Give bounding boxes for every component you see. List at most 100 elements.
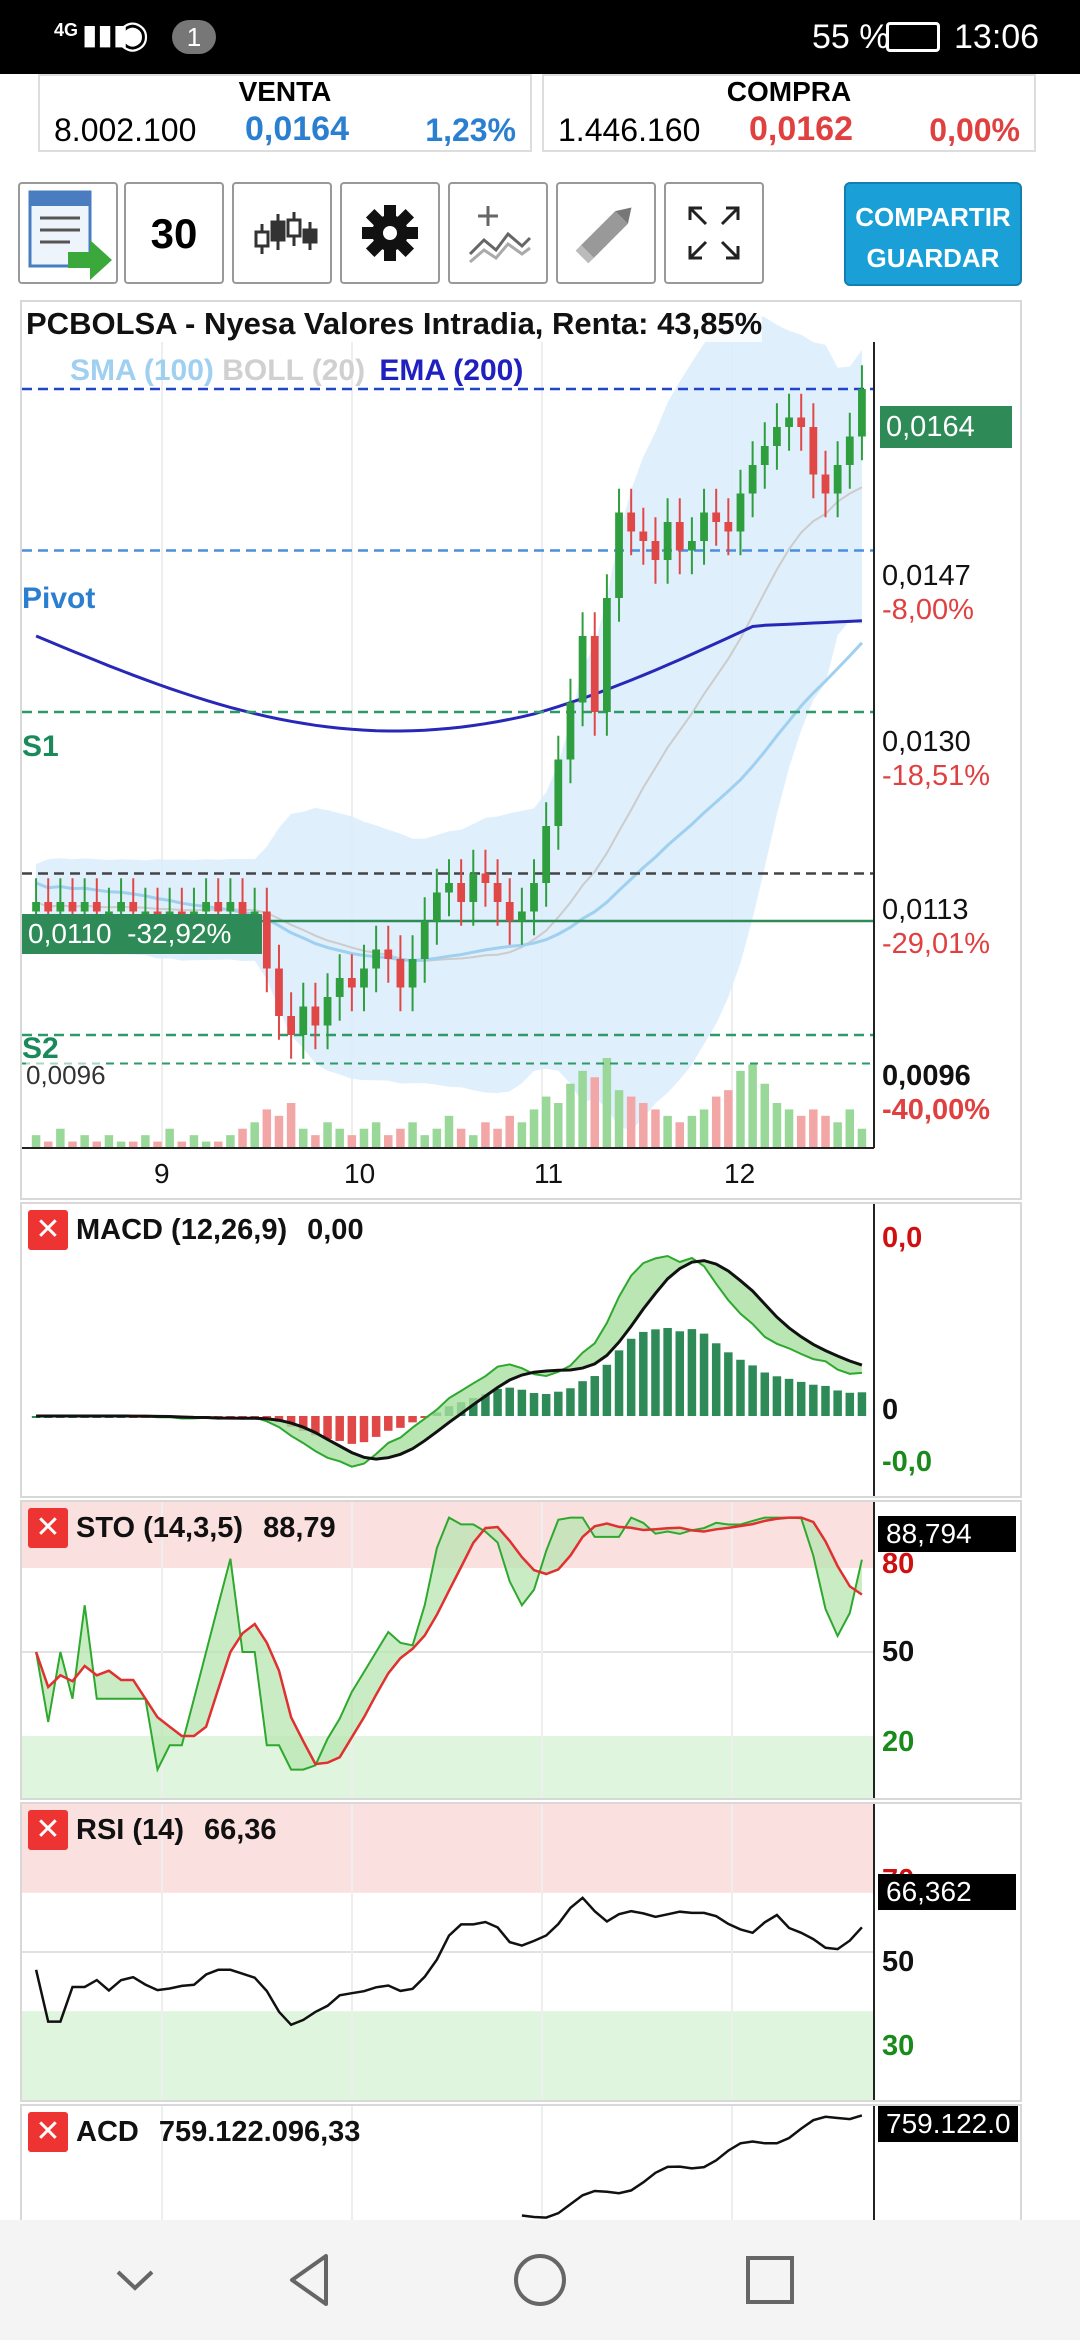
candle-body bbox=[92, 902, 101, 912]
macd-histogram-bar bbox=[711, 1343, 721, 1416]
level-name-s2: S2 bbox=[22, 1032, 59, 1065]
volume-bar bbox=[663, 1115, 672, 1148]
candle-body bbox=[445, 883, 453, 893]
volume-bar bbox=[626, 1096, 636, 1148]
macd-histogram-bar bbox=[371, 1416, 381, 1437]
volume-bar bbox=[614, 1090, 624, 1148]
sell-percent: 1,23% bbox=[425, 112, 516, 148]
candle-body bbox=[688, 541, 696, 551]
remove-sto-button[interactable]: ✕ bbox=[28, 1508, 68, 1548]
buy-percent: 0,00% bbox=[929, 112, 1020, 148]
macd-histogram-bar bbox=[639, 1331, 648, 1416]
macd-histogram-bar bbox=[347, 1416, 357, 1444]
volume-bar bbox=[432, 1128, 442, 1148]
main-chart[interactable] bbox=[22, 302, 1020, 1198]
sto-oversold-zone bbox=[22, 1736, 874, 1798]
volume-bar bbox=[299, 1128, 308, 1148]
gear-icon bbox=[362, 205, 418, 261]
macd-histogram-bar bbox=[724, 1352, 733, 1416]
macd-histogram-bar bbox=[626, 1338, 636, 1416]
remove-macd-button[interactable]: ✕ bbox=[28, 1210, 68, 1250]
candle-body bbox=[347, 978, 356, 988]
macd-histogram-bar bbox=[359, 1416, 369, 1443]
volume-bar bbox=[116, 1141, 126, 1148]
sto-chart[interactable] bbox=[22, 1502, 1020, 1798]
volume-bar bbox=[772, 1103, 782, 1148]
volume-bar bbox=[153, 1141, 162, 1148]
rsi-value: 66,36 bbox=[203, 1813, 277, 1846]
macd-histogram-bar bbox=[566, 1388, 575, 1416]
remove-rsi-button[interactable]: ✕ bbox=[28, 1810, 68, 1850]
volume-bar bbox=[639, 1103, 648, 1148]
x-tick-9: 9 bbox=[154, 1158, 170, 1189]
candle-body bbox=[226, 902, 235, 912]
candle-body bbox=[821, 474, 830, 494]
candle-body bbox=[845, 436, 854, 465]
rsi-value-tag: 66,362 bbox=[878, 1874, 1016, 1910]
acd-panel[interactable]: ✕ ACD 759.122.096,33 759.122.0 bbox=[20, 2104, 1022, 2220]
x-tick-11: 11 bbox=[534, 1158, 564, 1189]
settings-button[interactable] bbox=[340, 182, 440, 284]
cursor-price-tag: 0,0110 -32,92% bbox=[22, 914, 262, 954]
period-button[interactable]: 30 bbox=[124, 182, 224, 284]
volume-bar bbox=[250, 1122, 259, 1148]
draw-tool-button[interactable] bbox=[556, 182, 656, 284]
chart-type-button[interactable] bbox=[232, 182, 332, 284]
volume-bar bbox=[165, 1128, 174, 1148]
fullscreen-button[interactable] bbox=[664, 182, 764, 284]
volume-bar bbox=[335, 1128, 344, 1148]
rsi-chart[interactable] bbox=[22, 1804, 1020, 2100]
chart-list-button[interactable] bbox=[18, 182, 118, 284]
home-icon[interactable] bbox=[510, 2250, 570, 2310]
volume-bar bbox=[481, 1122, 490, 1148]
axis-pct-0113: -29,01% bbox=[882, 928, 991, 960]
indicator-legend: SMA (100) BOLL (20) EMA (200) bbox=[70, 354, 523, 388]
candle-body bbox=[663, 522, 672, 560]
level-name-pivot: Pivot bbox=[22, 582, 96, 615]
candle-body bbox=[858, 389, 866, 437]
volume-bar bbox=[43, 1141, 53, 1148]
macd-chart[interactable] bbox=[22, 1204, 1020, 1496]
candle-body bbox=[299, 1006, 308, 1035]
network-indicator: 4G bbox=[54, 20, 79, 40]
volume-bar bbox=[238, 1128, 247, 1148]
volume-bar bbox=[469, 1135, 478, 1148]
macd-histogram-bar bbox=[408, 1416, 417, 1423]
volume-bar bbox=[857, 1128, 867, 1148]
macd-panel[interactable]: ✕ MACD (12,26,9) 0,00 0,0 0 -0,0 bbox=[20, 1202, 1022, 1498]
candle-body bbox=[80, 902, 89, 912]
macd-histogram-bar bbox=[420, 1416, 429, 1418]
back-icon[interactable] bbox=[284, 2250, 334, 2310]
sto-panel[interactable]: ✕ STO (14,3,5) 88,79 80 50 20 88,794 bbox=[20, 1500, 1022, 1800]
volume-bar bbox=[505, 1115, 514, 1148]
volume-bar bbox=[347, 1135, 357, 1148]
volume-bar bbox=[444, 1115, 454, 1148]
add-indicator-button[interactable] bbox=[448, 182, 548, 284]
macd-histogram-bar bbox=[699, 1333, 709, 1416]
macd-title: ✕ MACD (12,26,9) 0,00 bbox=[28, 1210, 364, 1250]
main-chart-panel[interactable]: PCBOLSA - Nyesa Valores Intradia, Renta:… bbox=[20, 300, 1022, 1200]
candle-body bbox=[481, 873, 490, 883]
sto-title: ✕ STO (14,3,5) 88,79 bbox=[28, 1508, 336, 1548]
candle-body bbox=[238, 902, 247, 921]
volume-bar bbox=[541, 1096, 551, 1148]
macd-histogram-bar bbox=[675, 1331, 685, 1416]
candle-body bbox=[457, 883, 466, 902]
sto-value-tag: 88,794 bbox=[878, 1516, 1016, 1552]
recents-icon[interactable] bbox=[742, 2252, 798, 2308]
rsi-panel[interactable]: ✕ RSI (14) 66,36 70 50 30 66,362 bbox=[20, 1802, 1022, 2102]
chevron-down-icon[interactable] bbox=[110, 2260, 160, 2300]
volume-bar bbox=[80, 1135, 89, 1148]
candle-body bbox=[505, 902, 514, 921]
remove-acd-button[interactable]: ✕ bbox=[28, 2112, 68, 2152]
candle-body bbox=[760, 446, 769, 465]
acd-chart[interactable] bbox=[22, 2106, 1020, 2220]
sell-volume: 8.002.100 bbox=[54, 112, 197, 148]
macd-histogram-bar bbox=[529, 1393, 539, 1416]
share-save-button[interactable]: COMPARTIR GUARDAR bbox=[844, 182, 1022, 286]
axis-pct-pivot: -8,00% bbox=[882, 594, 974, 626]
macd-histogram-bar bbox=[687, 1329, 697, 1416]
volume-bar bbox=[31, 1135, 41, 1148]
notification-badge: 1 bbox=[172, 20, 216, 54]
candle-body bbox=[360, 968, 368, 988]
